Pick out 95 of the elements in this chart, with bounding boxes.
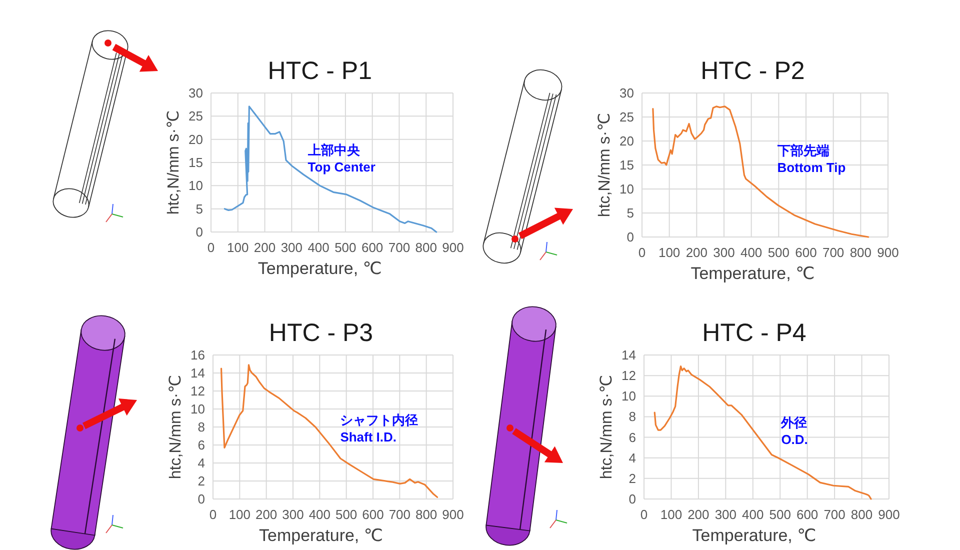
y-tick-label: 15 bbox=[620, 158, 634, 172]
x-tick-label: 100 bbox=[658, 245, 680, 260]
annotation: Bottom Tip bbox=[777, 160, 846, 176]
x-tick-label: 600 bbox=[361, 240, 384, 255]
y-tick-label: 16 bbox=[190, 348, 205, 362]
x-tick-label: 300 bbox=[713, 245, 735, 260]
x-tick-label: 500 bbox=[768, 245, 790, 260]
x-tick-label: 0 bbox=[640, 507, 648, 522]
x-tick-label: 800 bbox=[850, 507, 873, 522]
x-tick-label: 700 bbox=[388, 507, 411, 522]
y-tick-label: 8 bbox=[198, 420, 205, 434]
x-tick-label: 900 bbox=[877, 245, 899, 260]
chart-title: HTC - P1 bbox=[268, 57, 372, 85]
x-axis-title: Temperature, ℃ bbox=[690, 264, 815, 283]
y-tick-label: 15 bbox=[188, 155, 203, 170]
y-tick-label: 14 bbox=[622, 348, 636, 362]
y-tick-label: 4 bbox=[628, 450, 636, 466]
y-tick-label: 0 bbox=[198, 492, 205, 506]
chart-title: HTC - P3 bbox=[268, 319, 374, 347]
x-tick-label: 400 bbox=[308, 507, 331, 522]
y-axis-title: htc,N/mm s·℃ bbox=[166, 110, 182, 215]
line-series bbox=[654, 366, 872, 500]
x-axis-title: Temperature, ℃ bbox=[692, 526, 816, 545]
x-tick-label: 100 bbox=[660, 507, 682, 522]
x-tick-label: 500 bbox=[769, 507, 791, 522]
y-tick-label: 2 bbox=[198, 474, 205, 488]
x-tick-label: 500 bbox=[335, 507, 358, 522]
x-tick-label: 600 bbox=[795, 245, 817, 260]
x-tick-label: 300 bbox=[280, 240, 303, 255]
x-tick-label: 600 bbox=[796, 507, 818, 522]
line-series bbox=[224, 106, 438, 233]
y-tick-label: 6 bbox=[628, 430, 636, 445]
y-tick-label: 6 bbox=[198, 438, 205, 452]
x-tick-label: 0 bbox=[638, 245, 646, 260]
y-tick-label: 4 bbox=[198, 456, 205, 470]
y-tick-label: 10 bbox=[188, 178, 203, 194]
y-tick-label: 10 bbox=[622, 388, 636, 404]
x-tick-label: 0 bbox=[209, 507, 217, 522]
x-tick-label: 400 bbox=[740, 245, 762, 260]
line-series bbox=[652, 106, 870, 238]
y-tick-label: 12 bbox=[622, 368, 636, 384]
chart-title: HTC - P4 bbox=[702, 319, 806, 347]
y-tick-label: 10 bbox=[620, 182, 634, 196]
annotation: O.D. bbox=[781, 432, 808, 448]
y-tick-label: 2 bbox=[628, 470, 636, 486]
x-tick-label: 200 bbox=[255, 507, 278, 522]
y-tick-label: 8 bbox=[628, 409, 636, 424]
y-tick-label: 0 bbox=[196, 224, 203, 240]
y-tick-label: 0 bbox=[628, 492, 636, 506]
x-tick-label: 900 bbox=[878, 507, 900, 522]
y-axis-title: htc,N/mm s·℃ bbox=[598, 374, 616, 480]
y-tick-label: 5 bbox=[626, 206, 634, 220]
x-tick-label: 700 bbox=[824, 507, 846, 522]
y-tick-label: 20 bbox=[620, 134, 634, 148]
x-tick-label: 200 bbox=[686, 245, 708, 260]
annotation: Shaft I.D. bbox=[340, 429, 397, 444]
x-tick-label: 100 bbox=[227, 240, 249, 255]
x-tick-label: 900 bbox=[442, 240, 464, 255]
x-tick-label: 800 bbox=[415, 240, 437, 255]
annotation: 上部中央 bbox=[306, 142, 361, 158]
y-axis-title: htc,N/mm s·℃ bbox=[168, 374, 184, 480]
x-axis-title: Temperature, ℃ bbox=[259, 526, 383, 545]
x-tick-label: 300 bbox=[714, 507, 737, 522]
x-tick-label: 200 bbox=[254, 240, 276, 255]
y-tick-label: 30 bbox=[188, 86, 203, 100]
x-axis-title: Temperature, ℃ bbox=[258, 259, 382, 278]
x-tick-label: 100 bbox=[228, 507, 251, 522]
y-tick-label: 0 bbox=[626, 230, 634, 244]
x-tick-label: 300 bbox=[282, 507, 304, 522]
chart-title: HTC - P2 bbox=[700, 57, 805, 85]
annotation: Top Center bbox=[308, 159, 376, 174]
x-tick-label: 400 bbox=[308, 240, 330, 255]
y-tick-label: 30 bbox=[620, 86, 634, 100]
x-tick-label: 700 bbox=[388, 240, 410, 255]
annotation: シャフト内径 bbox=[340, 412, 418, 428]
y-tick-label: 25 bbox=[188, 108, 203, 124]
y-axis-title: htc,N/mm s·℃ bbox=[596, 112, 614, 218]
x-tick-label: 900 bbox=[442, 507, 464, 522]
x-tick-label: 600 bbox=[362, 507, 384, 522]
y-tick-label: 5 bbox=[196, 201, 203, 216]
x-tick-label: 0 bbox=[207, 240, 215, 255]
annotation: 外径 bbox=[780, 415, 808, 430]
x-tick-label: 800 bbox=[850, 245, 872, 260]
x-tick-label: 500 bbox=[334, 240, 356, 255]
y-tick-label: 10 bbox=[190, 402, 205, 416]
y-tick-label: 12 bbox=[190, 384, 205, 398]
y-tick-label: 20 bbox=[188, 132, 203, 147]
annotation: 下部先端 bbox=[776, 143, 830, 158]
y-tick-label: 14 bbox=[190, 366, 205, 380]
x-tick-label: 200 bbox=[688, 507, 710, 522]
line-series bbox=[220, 364, 438, 498]
x-tick-label: 700 bbox=[822, 245, 844, 260]
y-tick-label: 25 bbox=[620, 110, 634, 124]
x-tick-label: 800 bbox=[415, 507, 438, 522]
x-tick-label: 400 bbox=[742, 507, 764, 522]
